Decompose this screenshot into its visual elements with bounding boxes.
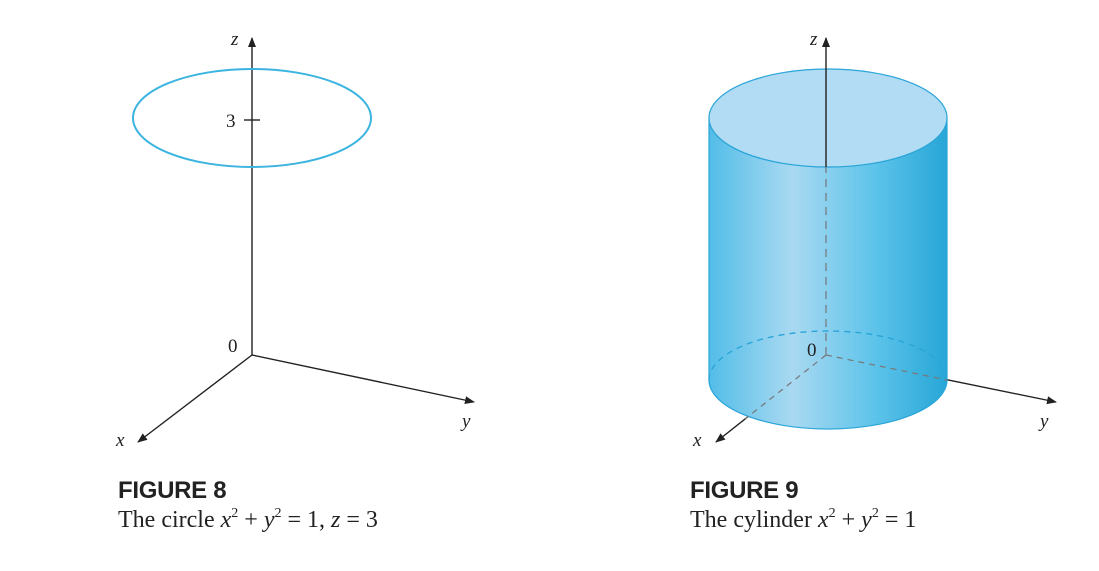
z-axis-label: z: [809, 29, 818, 50]
eq-z: z: [331, 507, 341, 533]
figure-8-title: FIGURE 8: [118, 477, 227, 504]
x-axis: [137, 354, 253, 443]
figure-8-diagram: z y x 0 3: [115, 29, 475, 451]
eq-y: y: [263, 507, 275, 533]
caption-prefix: The circle: [118, 507, 221, 533]
y-axis-label: y: [1038, 411, 1049, 432]
x-axis-label: x: [692, 430, 702, 451]
figure-9-caption: FIGURE 9 The cylinder x2 + y2 = 1: [690, 477, 916, 535]
caption-prefix: The cylinder: [690, 507, 818, 533]
eq-exp: 2: [871, 506, 879, 521]
origin-label: 0: [228, 336, 238, 357]
cylinder-bottom-hidden-edge: [708, 330, 948, 381]
eq-exp: 2: [828, 506, 836, 521]
figure-8-caption: FIGURE 8 The circle x2 + y2 = 1, z = 3: [118, 477, 378, 535]
figure-9-title: FIGURE 9: [690, 477, 799, 504]
eq-x: x: [220, 507, 232, 533]
cylinder-top: [708, 68, 948, 168]
origin-label: 0: [807, 340, 817, 361]
eq-exp: 2: [274, 506, 282, 521]
z-axis-label: z: [230, 29, 239, 50]
y-axis-label: y: [460, 411, 471, 432]
tick-label-3: 3: [226, 111, 236, 132]
eq-exp: 2: [231, 506, 239, 521]
eq-equals-three: = 3: [340, 507, 378, 533]
eq-equals-one: = 1,: [281, 507, 332, 533]
y-axis: [251, 354, 475, 405]
circle-z3: [132, 68, 372, 168]
eq-x: x: [817, 507, 829, 533]
x-axis-label: x: [115, 430, 125, 451]
figure-9-diagram: z y x 0: [692, 29, 1057, 451]
eq-equals-one: = 1: [878, 507, 917, 533]
eq-y: y: [861, 507, 872, 533]
figure-8-caption-text: The circle x2 + y2 = 1, z = 3: [118, 505, 378, 535]
eq-plus: +: [835, 507, 862, 533]
eq-plus: +: [238, 507, 264, 533]
y-axis-hidden: [825, 354, 948, 381]
figure-9-caption-text: The cylinder x2 + y2 = 1: [690, 505, 916, 535]
